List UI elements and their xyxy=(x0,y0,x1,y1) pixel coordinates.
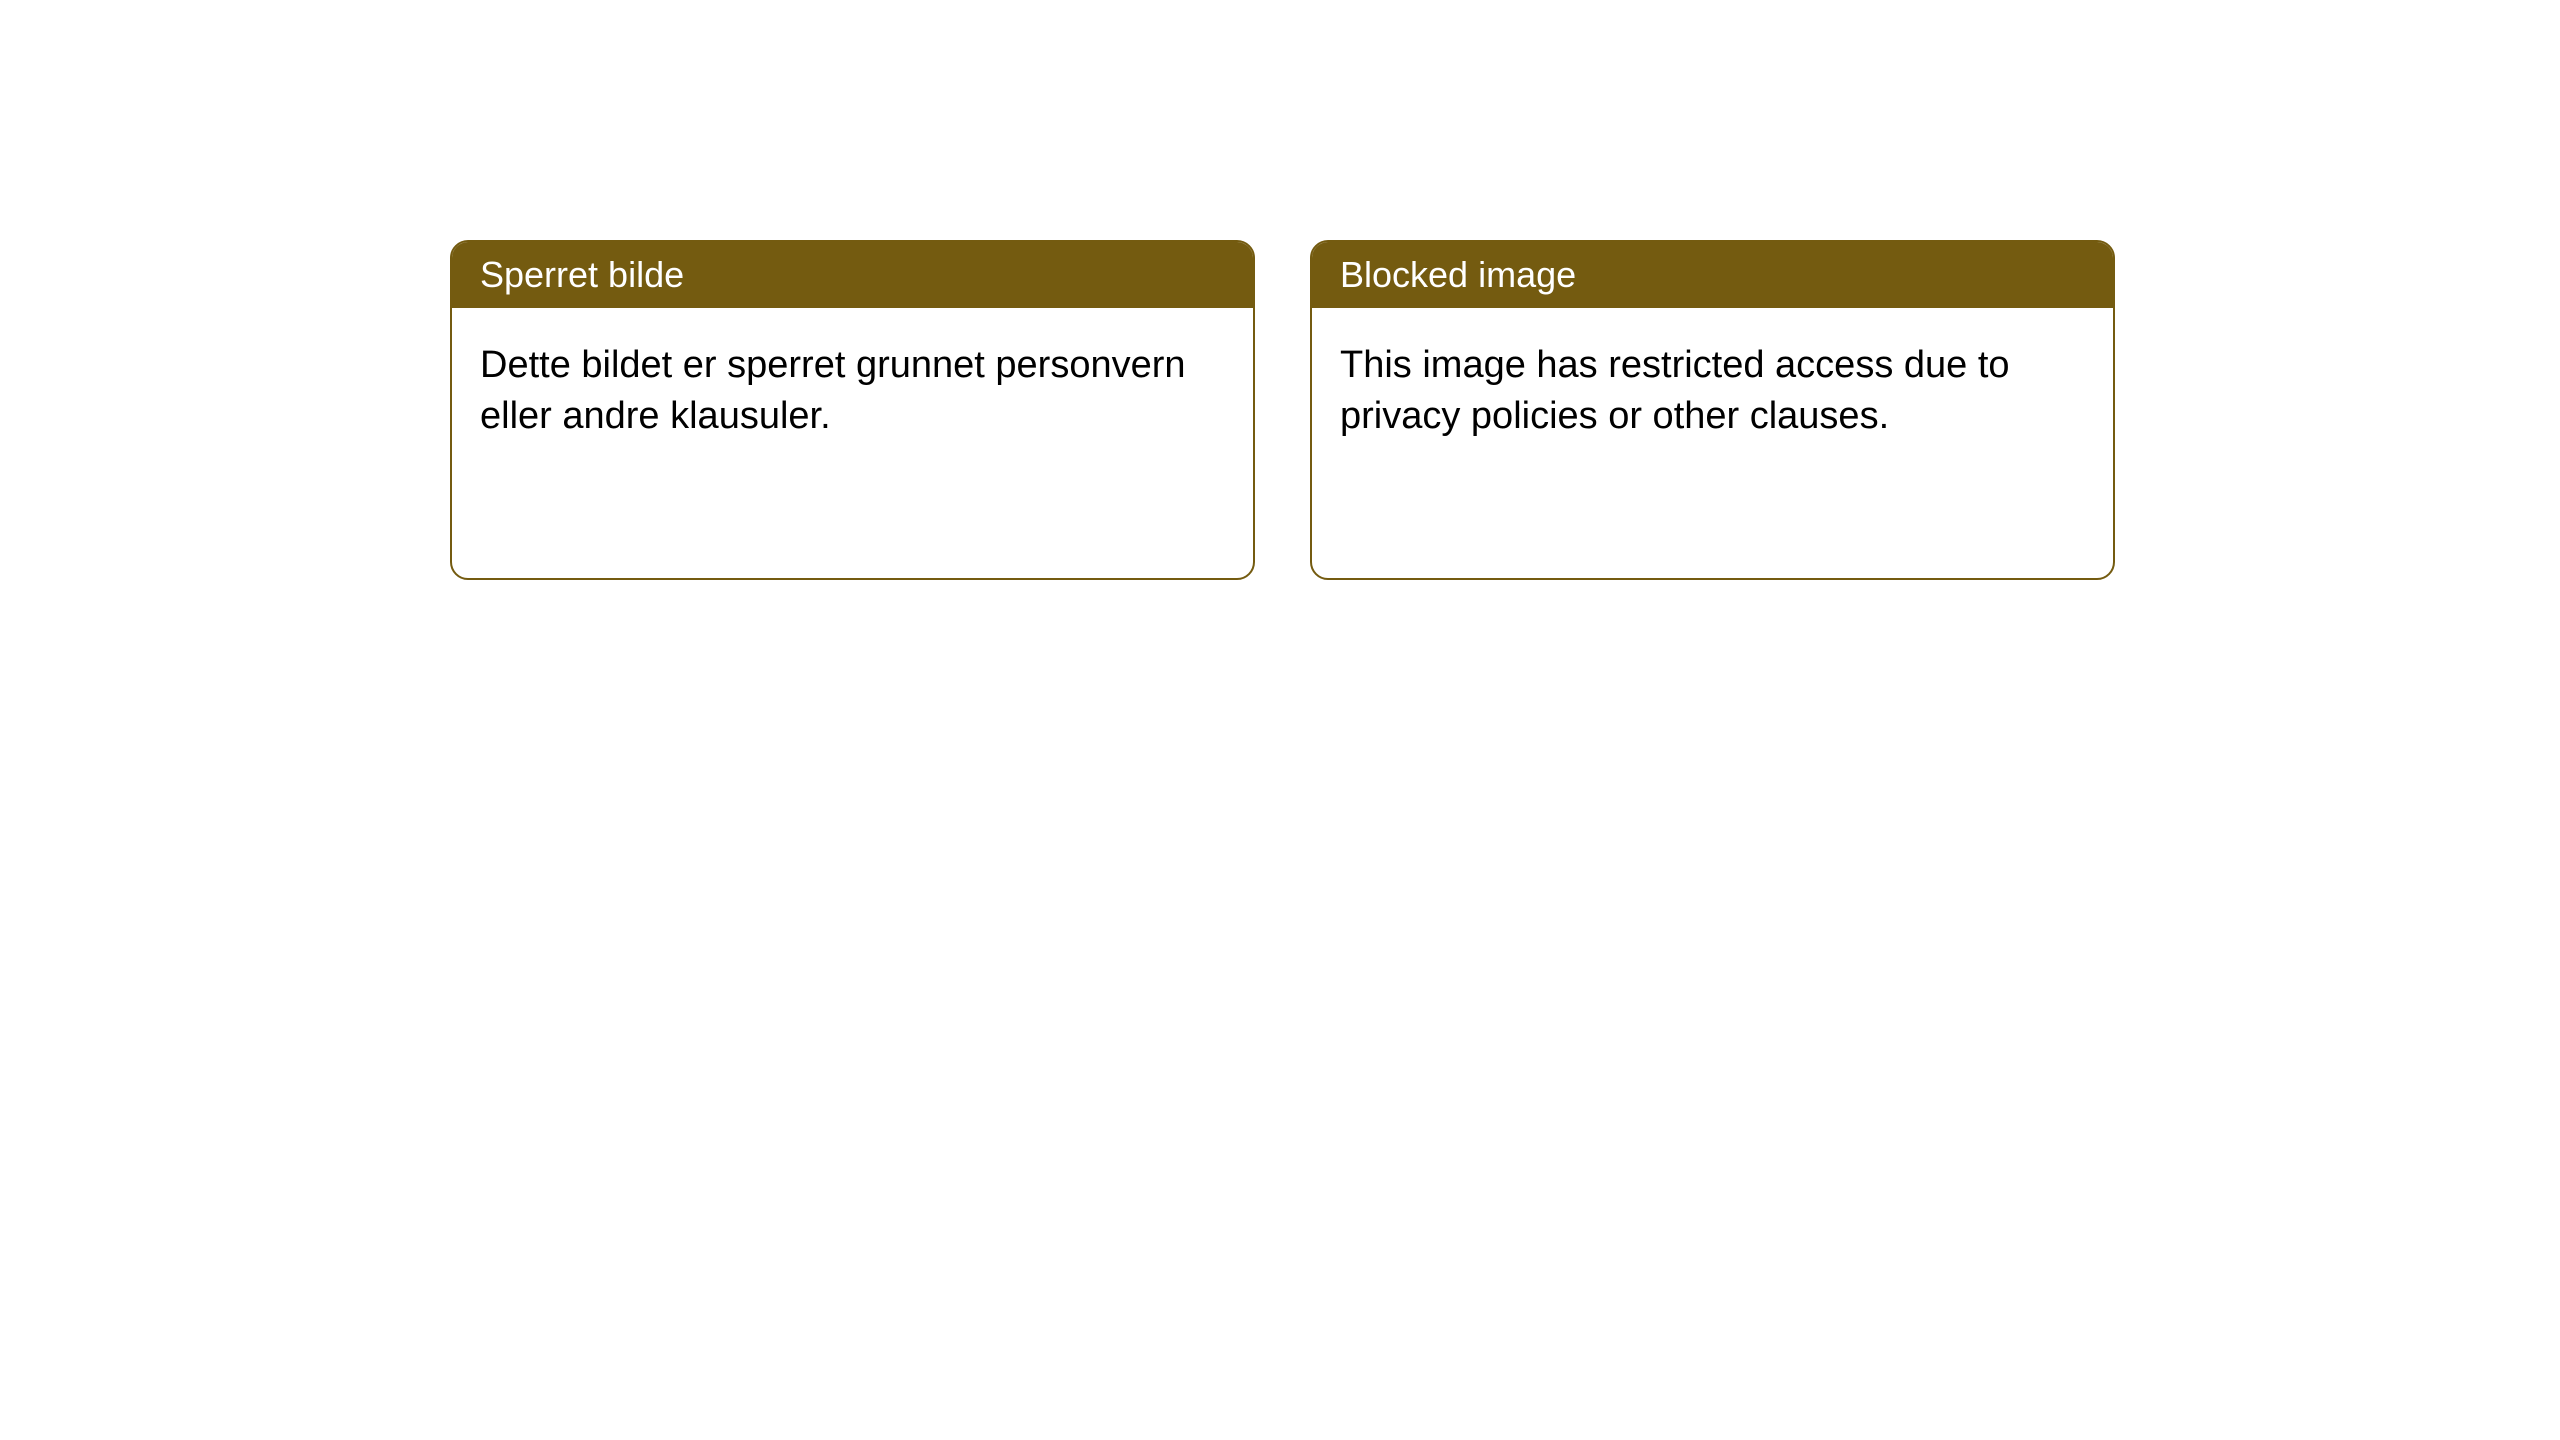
notice-card-norwegian: Sperret bilde Dette bildet er sperret gr… xyxy=(450,240,1255,580)
notice-title-english: Blocked image xyxy=(1312,242,2113,308)
notice-card-english: Blocked image This image has restricted … xyxy=(1310,240,2115,580)
notice-container: Sperret bilde Dette bildet er sperret gr… xyxy=(0,0,2560,580)
notice-body-english: This image has restricted access due to … xyxy=(1312,308,2113,578)
notice-title-norwegian: Sperret bilde xyxy=(452,242,1253,308)
notice-body-norwegian: Dette bildet er sperret grunnet personve… xyxy=(452,308,1253,578)
